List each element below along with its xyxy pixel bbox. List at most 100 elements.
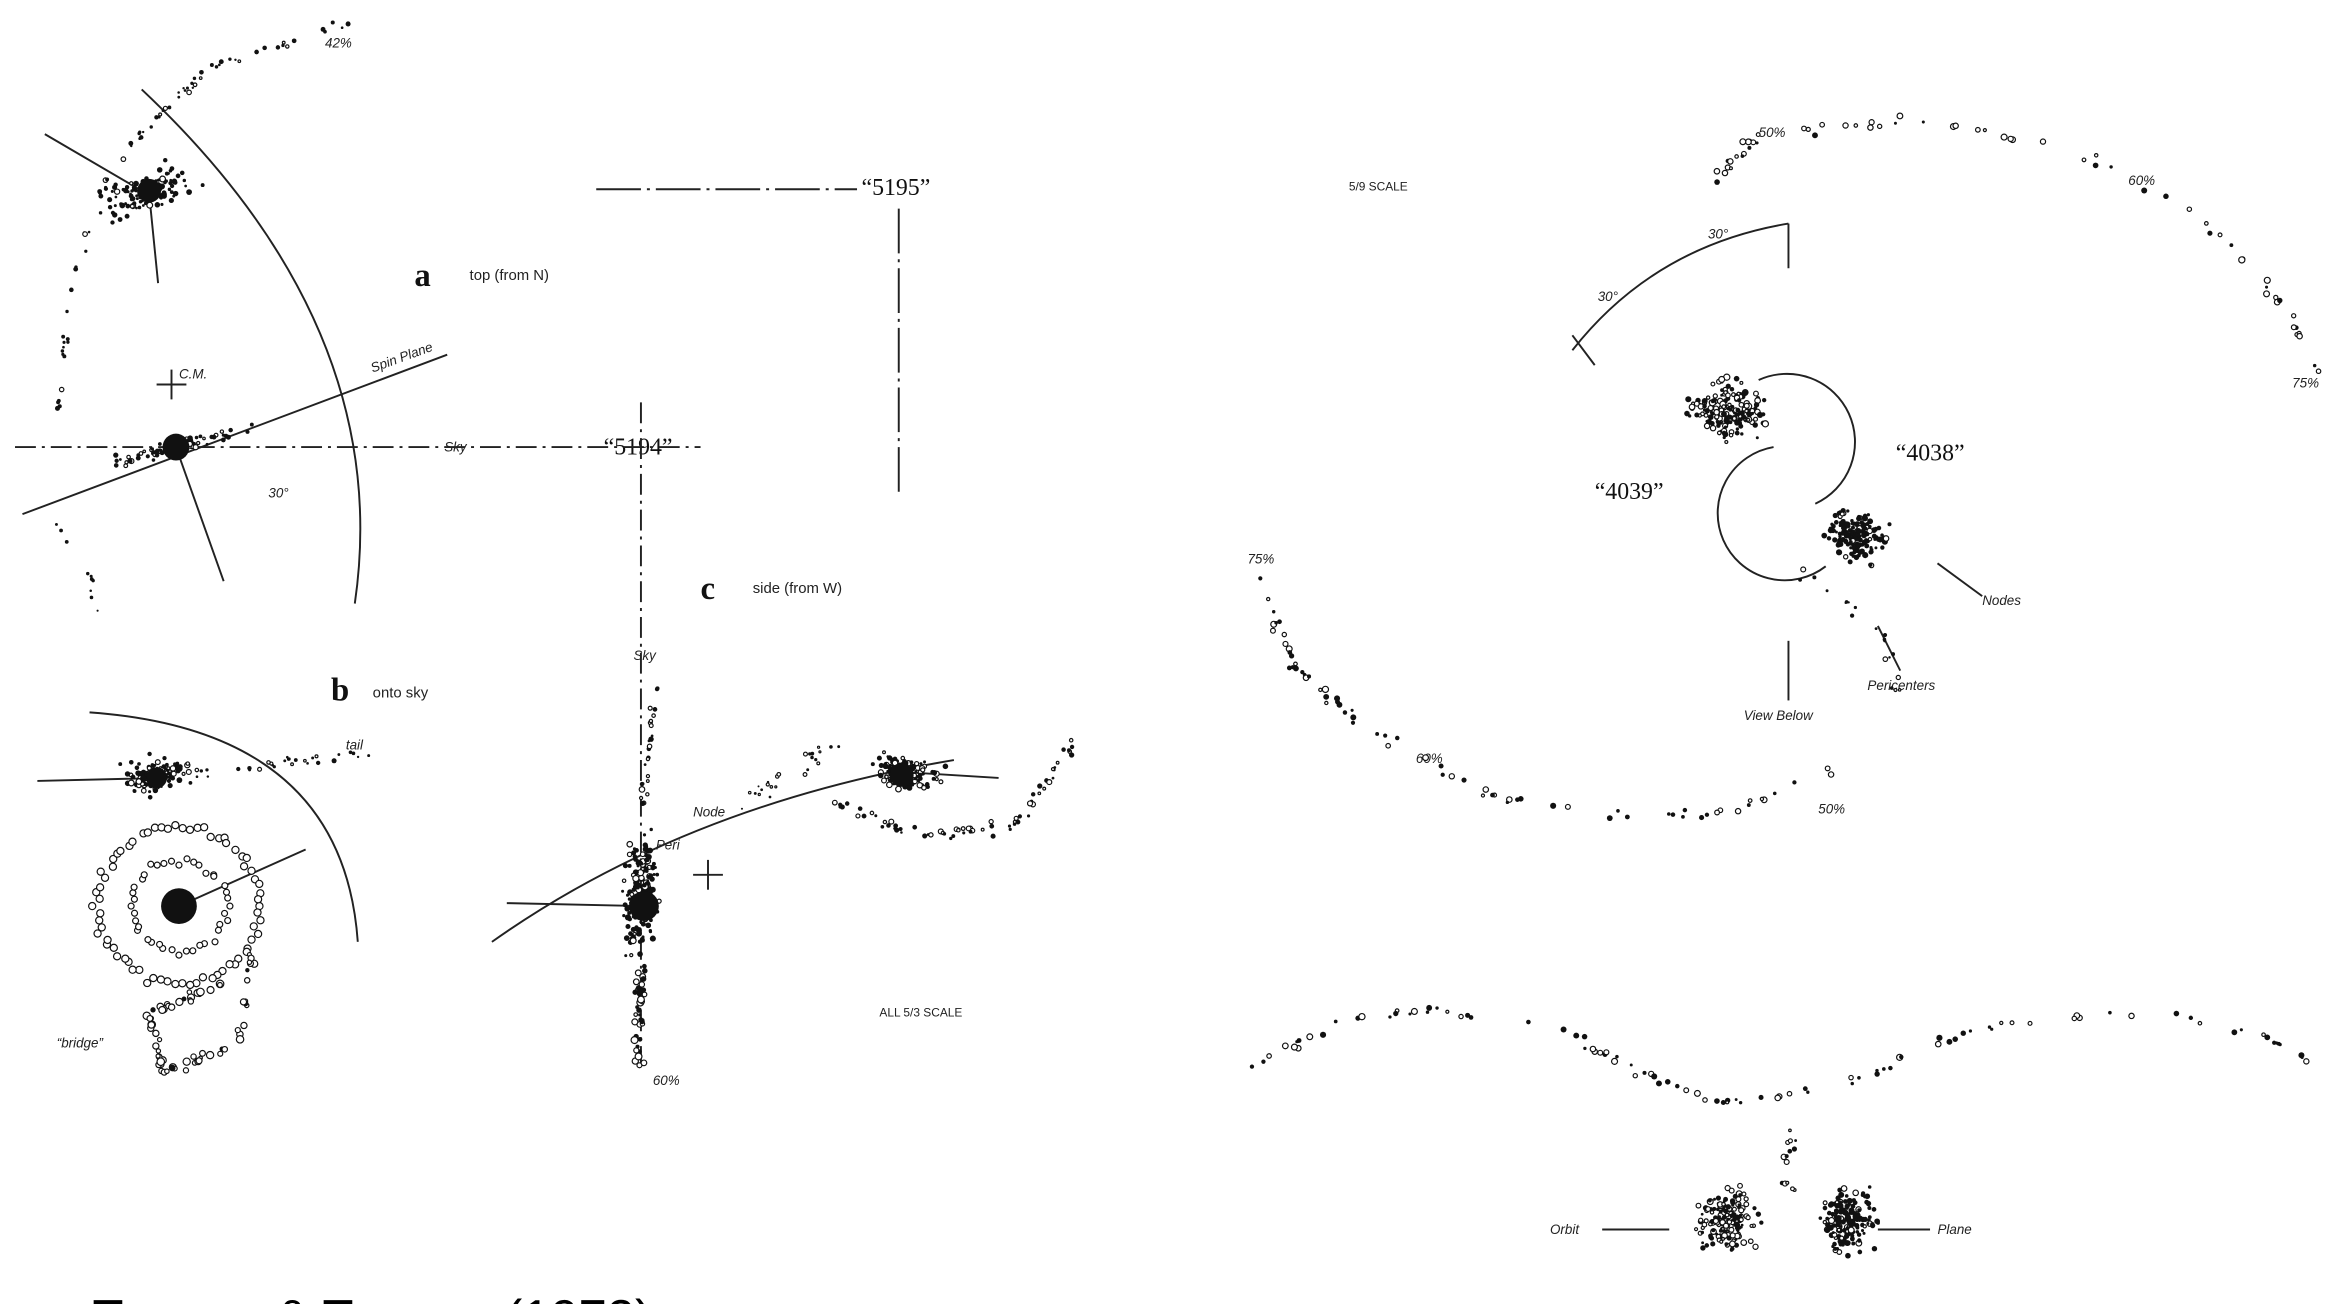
particle (1709, 424, 1717, 432)
particle (121, 954, 130, 963)
particle (1862, 1224, 1867, 1229)
spin-plane (22, 353, 448, 516)
particle (1573, 1032, 1580, 1039)
particle (135, 455, 141, 461)
particle (630, 1036, 639, 1045)
particle (239, 862, 249, 871)
particle (351, 751, 356, 756)
particle (757, 785, 760, 788)
particle (632, 989, 638, 995)
particle (134, 923, 143, 931)
particle (1061, 747, 1066, 752)
particle (253, 895, 263, 904)
particle (2229, 243, 2234, 248)
particle (1838, 1191, 1845, 1198)
particle (129, 203, 135, 209)
particle (172, 190, 179, 197)
particle (1286, 665, 1292, 671)
particle (1375, 732, 1380, 736)
label: 60% (1416, 751, 1443, 766)
particle (2261, 1032, 2266, 1038)
particle (829, 745, 833, 749)
particle (84, 249, 88, 253)
particle (1874, 546, 1878, 550)
particle (1832, 512, 1838, 519)
particle (1849, 1236, 1855, 1242)
particle (653, 865, 657, 870)
particle (1350, 720, 1356, 725)
particle (648, 873, 654, 878)
particle (1713, 408, 1720, 416)
particle (1734, 1098, 1738, 1101)
particle (1827, 771, 1835, 778)
particle (2290, 324, 2297, 331)
particle (113, 204, 117, 208)
particle (1683, 1087, 1690, 1094)
particle (640, 921, 646, 927)
particle (634, 1052, 643, 1061)
particle (205, 1050, 215, 1060)
particle (128, 965, 137, 974)
particle (1850, 531, 1854, 536)
particle (97, 923, 106, 932)
particle (624, 954, 628, 958)
particle (1784, 1154, 1789, 1159)
particle (956, 827, 961, 833)
particle (222, 888, 231, 896)
particle (1461, 777, 1467, 783)
particle (1350, 714, 1357, 721)
particle (1725, 1100, 1730, 1105)
particle (1711, 1228, 1716, 1233)
particle (281, 40, 286, 45)
particle (182, 1067, 190, 1074)
line (175, 446, 225, 582)
particle (1874, 1218, 1880, 1225)
particle (2239, 1028, 2243, 1032)
particle (140, 787, 147, 794)
particle (109, 854, 118, 864)
particle (1738, 1100, 1743, 1105)
particle (1855, 528, 1862, 534)
particle (216, 920, 224, 929)
particle (1832, 537, 1838, 543)
particle (627, 863, 632, 868)
particle (168, 946, 176, 954)
particle (1867, 124, 1874, 131)
particle (1730, 1199, 1736, 1206)
orbit-loop (1758, 372, 1856, 505)
particle (760, 788, 764, 792)
particle (1490, 792, 1495, 798)
particle (245, 968, 250, 973)
particle (1753, 390, 1759, 397)
particle (1842, 1199, 1848, 1204)
particle (990, 833, 996, 839)
particle (1410, 1007, 1418, 1016)
particle (181, 996, 187, 1002)
particle (187, 998, 195, 1005)
particle (923, 760, 927, 764)
particle (1862, 542, 1866, 545)
particle (1274, 620, 1278, 625)
particle (124, 213, 130, 219)
particle (163, 157, 168, 163)
particle (1721, 404, 1727, 410)
particle (149, 973, 158, 983)
particle (1974, 126, 1981, 133)
particle (1868, 119, 1875, 126)
particle (209, 63, 214, 67)
particle (1734, 807, 1742, 815)
particle (636, 1007, 642, 1013)
particle (1342, 710, 1348, 715)
particle (124, 771, 131, 777)
particle (1699, 815, 1705, 821)
particle (1840, 1242, 1845, 1247)
particle (175, 173, 181, 179)
particle (224, 916, 232, 925)
particle (1871, 1246, 1878, 1252)
particle (1836, 510, 1842, 516)
particle (1008, 827, 1012, 831)
particle (1852, 1189, 1860, 1197)
particle (1750, 411, 1754, 416)
particle (161, 190, 167, 196)
particle (639, 860, 643, 864)
